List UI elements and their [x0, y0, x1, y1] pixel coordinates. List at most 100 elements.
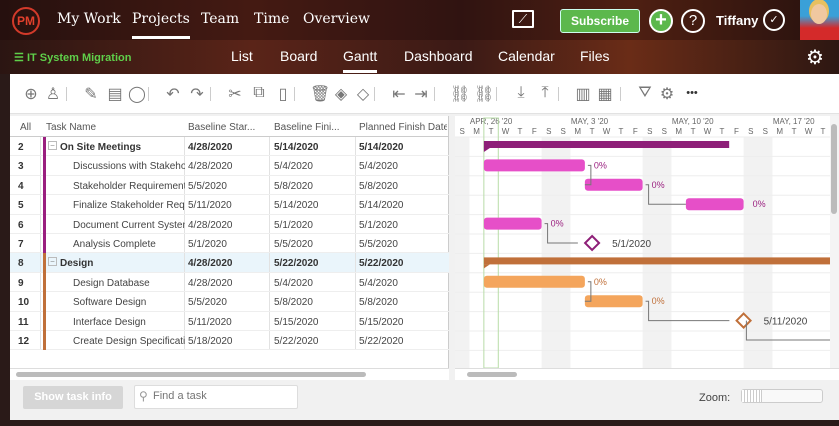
- avatar[interactable]: [800, 0, 839, 40]
- columns-icon[interactable]: ▥: [575, 86, 591, 103]
- table-row[interactable]: 3 Discussions with Stakehol 4/28/2020 5/4/2…: [10, 156, 449, 176]
- nav-projects[interactable]: Projects: [132, 11, 190, 39]
- date-pfinish[interactable]: 5/5/2020: [359, 239, 398, 250]
- task-bar[interactable]: [685, 198, 744, 211]
- find-task-input[interactable]: [153, 390, 293, 402]
- date-bstart[interactable]: 5/1/2020: [188, 239, 227, 250]
- task-name[interactable]: Create Design Specificatio: [73, 336, 185, 347]
- nav-time[interactable]: Time: [254, 11, 290, 27]
- tab-board[interactable]: Board: [280, 48, 318, 64]
- date-pfinish[interactable]: 5/8/2020: [359, 297, 398, 309]
- presentation-icon[interactable]: ⟋: [512, 10, 534, 28]
- task-bar[interactable]: [584, 178, 643, 191]
- date-pfinish[interactable]: 5/4/2020: [359, 277, 398, 289]
- redo-icon[interactable]: ↷: [190, 86, 204, 103]
- collapse-icon[interactable]: −: [48, 141, 57, 150]
- table-row[interactable]: 4 Stakeholder Requirements 5/5/2020 5/8/202…: [10, 175, 449, 196]
- date-bstart[interactable]: 4/28/2020: [188, 219, 233, 231]
- settings-icon[interactable]: ⚙: [659, 86, 675, 103]
- milestone-icon[interactable]: ◇: [356, 86, 370, 103]
- group-row[interactable]: 2 − On Site Meetings 4/28/2020 5/14/2020 5/14…: [10, 137, 449, 157]
- nav-my-work[interactable]: My Work: [57, 11, 121, 27]
- import-icon[interactable]: ⤓: [517, 84, 525, 101]
- table-row[interactable]: 6 Document Current System 4/28/2020 5/1/202…: [10, 214, 449, 234]
- tab-dashboard[interactable]: Dashboard: [404, 48, 473, 64]
- export-icon[interactable]: ⤒: [541, 84, 549, 101]
- column-header[interactable]: All: [20, 122, 32, 133]
- vertical-scrollbar[interactable]: [830, 116, 839, 368]
- date-bstart[interactable]: 4/28/2020: [188, 277, 233, 289]
- date-pfinish[interactable]: 5/14/2020: [359, 200, 404, 212]
- grid-horizontal-scrollbar[interactable]: [10, 368, 449, 380]
- indent-icon[interactable]: ⇥: [414, 86, 428, 103]
- date-pfinish[interactable]: 5/15/2020: [359, 316, 404, 328]
- date-bfinish[interactable]: 5/5/2020: [274, 239, 313, 250]
- date-pfinish[interactable]: 5/14/2020: [359, 142, 404, 153]
- date-bstart[interactable]: 5/5/2020: [188, 180, 227, 192]
- column-header[interactable]: Planned Finish Date: [359, 122, 447, 133]
- delete-icon[interactable]: 🗑: [310, 86, 331, 103]
- help-icon[interactable]: ?: [681, 9, 705, 33]
- table-row[interactable]: 7 Analysis Complete 5/1/2020 5/5/2020 5/5/20…: [10, 234, 449, 254]
- user-name[interactable]: Tiffany: [716, 13, 759, 28]
- column-header[interactable]: Task Name: [46, 122, 97, 133]
- task-name[interactable]: Document Current System: [73, 219, 185, 231]
- date-bfinish[interactable]: 5/1/2020: [274, 219, 313, 231]
- date-bfinish[interactable]: 5/15/2020: [274, 316, 319, 328]
- task-bar[interactable]: [483, 217, 542, 230]
- nav-overview[interactable]: Overview: [303, 11, 371, 27]
- date-bstart[interactable]: 5/5/2020: [188, 297, 227, 309]
- date-pfinish[interactable]: 5/8/2020: [359, 180, 398, 192]
- date-bfinish[interactable]: 5/22/2020: [274, 258, 319, 270]
- tab-list[interactable]: List: [231, 48, 253, 64]
- date-pfinish[interactable]: 5/22/2020: [359, 336, 404, 347]
- date-bfinish[interactable]: 5/8/2020: [274, 180, 313, 192]
- task-bar[interactable]: [483, 275, 585, 288]
- group-row[interactable]: 8 − Design 4/28/2020 5/22/2020 5/22/2020: [10, 253, 449, 273]
- date-bfinish[interactable]: 5/14/2020: [274, 200, 319, 212]
- table-row[interactable]: 5 Finalize Stakeholder Requi 5/11/2020 5/14…: [10, 195, 449, 215]
- grid-icon[interactable]: ▦: [597, 86, 613, 103]
- task-name[interactable]: Stakeholder Requirements: [73, 180, 185, 192]
- table-row[interactable]: 9 Design Database 4/28/2020 5/4/2020 5/4/202…: [10, 272, 449, 293]
- task-name[interactable]: Design Database: [73, 277, 150, 289]
- copy-icon[interactable]: ⧉: [253, 84, 265, 101]
- date-bfinish[interactable]: 5/4/2020: [274, 161, 313, 173]
- date-pfinish[interactable]: 5/1/2020: [359, 219, 398, 231]
- date-bfinish[interactable]: 5/22/2020: [274, 336, 319, 347]
- cut-icon[interactable]: ✂: [228, 86, 242, 103]
- column-header[interactable]: Baseline Star...: [188, 122, 256, 133]
- comment-icon[interactable]: ◯: [128, 86, 146, 103]
- task-bar[interactable]: [584, 295, 643, 308]
- find-task-field[interactable]: ⚲: [134, 385, 298, 409]
- unlink-icon[interactable]: ⛓: [474, 86, 495, 103]
- milestone-diamond[interactable]: [735, 312, 753, 330]
- chevron-down-icon[interactable]: ✓: [763, 9, 785, 31]
- subscribe-button[interactable]: Subscribe: [560, 9, 640, 33]
- fill-color-icon[interactable]: ◈: [334, 86, 348, 103]
- tab-calendar[interactable]: Calendar: [498, 48, 555, 64]
- date-bstart[interactable]: 4/28/2020: [188, 161, 233, 173]
- collapse-icon[interactable]: −: [48, 257, 57, 267]
- more-icon[interactable]: •••: [686, 87, 698, 99]
- task-name[interactable]: Finalize Stakeholder Requi: [73, 200, 185, 212]
- task-name[interactable]: Discussions with Stakehol: [73, 161, 185, 173]
- date-bstart[interactable]: 4/28/2020: [188, 258, 233, 270]
- notes-icon[interactable]: ▤: [107, 86, 123, 103]
- summary-bar[interactable]: [483, 141, 730, 148]
- date-pfinish[interactable]: 5/22/2020: [359, 258, 404, 270]
- tab-files[interactable]: Files: [580, 48, 610, 64]
- pm-logo[interactable]: PM: [12, 7, 40, 35]
- nav-team[interactable]: Team: [201, 11, 240, 27]
- date-bfinish[interactable]: 5/4/2020: [274, 277, 313, 289]
- date-bstart[interactable]: 5/11/2020: [188, 200, 232, 212]
- milestone-diamond[interactable]: [583, 234, 601, 252]
- add-icon[interactable]: +: [649, 9, 673, 33]
- filter-icon[interactable]: ⛛: [638, 84, 652, 101]
- zoom-slider[interactable]: [741, 389, 823, 403]
- link-icon[interactable]: ⛓: [450, 86, 471, 103]
- settings-gear-icon[interactable]: ⚙: [806, 47, 824, 69]
- task-name[interactable]: Design: [60, 258, 94, 270]
- summary-bar[interactable]: [483, 257, 830, 265]
- date-pfinish[interactable]: 5/4/2020: [359, 161, 398, 173]
